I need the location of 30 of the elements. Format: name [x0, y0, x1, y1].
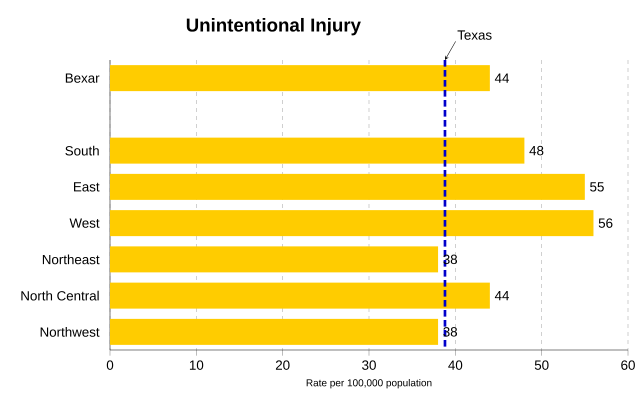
data-label: 48	[529, 146, 544, 156]
y-tick-label: Bexar	[66, 73, 100, 83]
data-label: 44	[494, 291, 510, 300]
data-label: 56	[598, 218, 612, 228]
x-tick-label: 30	[362, 360, 376, 370]
ref-line-label: Texas	[458, 30, 492, 40]
x-tick-label: 10	[190, 360, 204, 370]
data-label: 38	[443, 254, 458, 264]
data-label: 55	[590, 182, 604, 192]
y-tick-label: Northeast	[42, 254, 100, 264]
x-tick-label: 0	[106, 360, 114, 370]
y-tick-label: South	[65, 146, 99, 156]
bar	[110, 65, 490, 92]
bar	[110, 174, 585, 200]
chart-title: Unintentional Injury	[186, 18, 361, 36]
x-tick-label: 20	[276, 360, 290, 370]
bar	[110, 318, 438, 345]
x-tick-label: 40	[448, 360, 462, 370]
bar	[110, 138, 524, 164]
data-label: 44	[494, 74, 510, 83]
y-tick-label: North Central	[21, 290, 99, 301]
x-tick-label: 50	[534, 360, 549, 370]
bar	[110, 282, 490, 309]
bar	[110, 210, 594, 236]
x-axis-title: Rate per 100,000 population	[306, 379, 432, 388]
y-tick-label: Northwest	[40, 326, 100, 337]
bar	[110, 246, 438, 272]
y-tick-label: East	[74, 182, 100, 192]
x-tick-label: 60	[621, 360, 635, 370]
y-tick-label: West	[70, 218, 100, 228]
